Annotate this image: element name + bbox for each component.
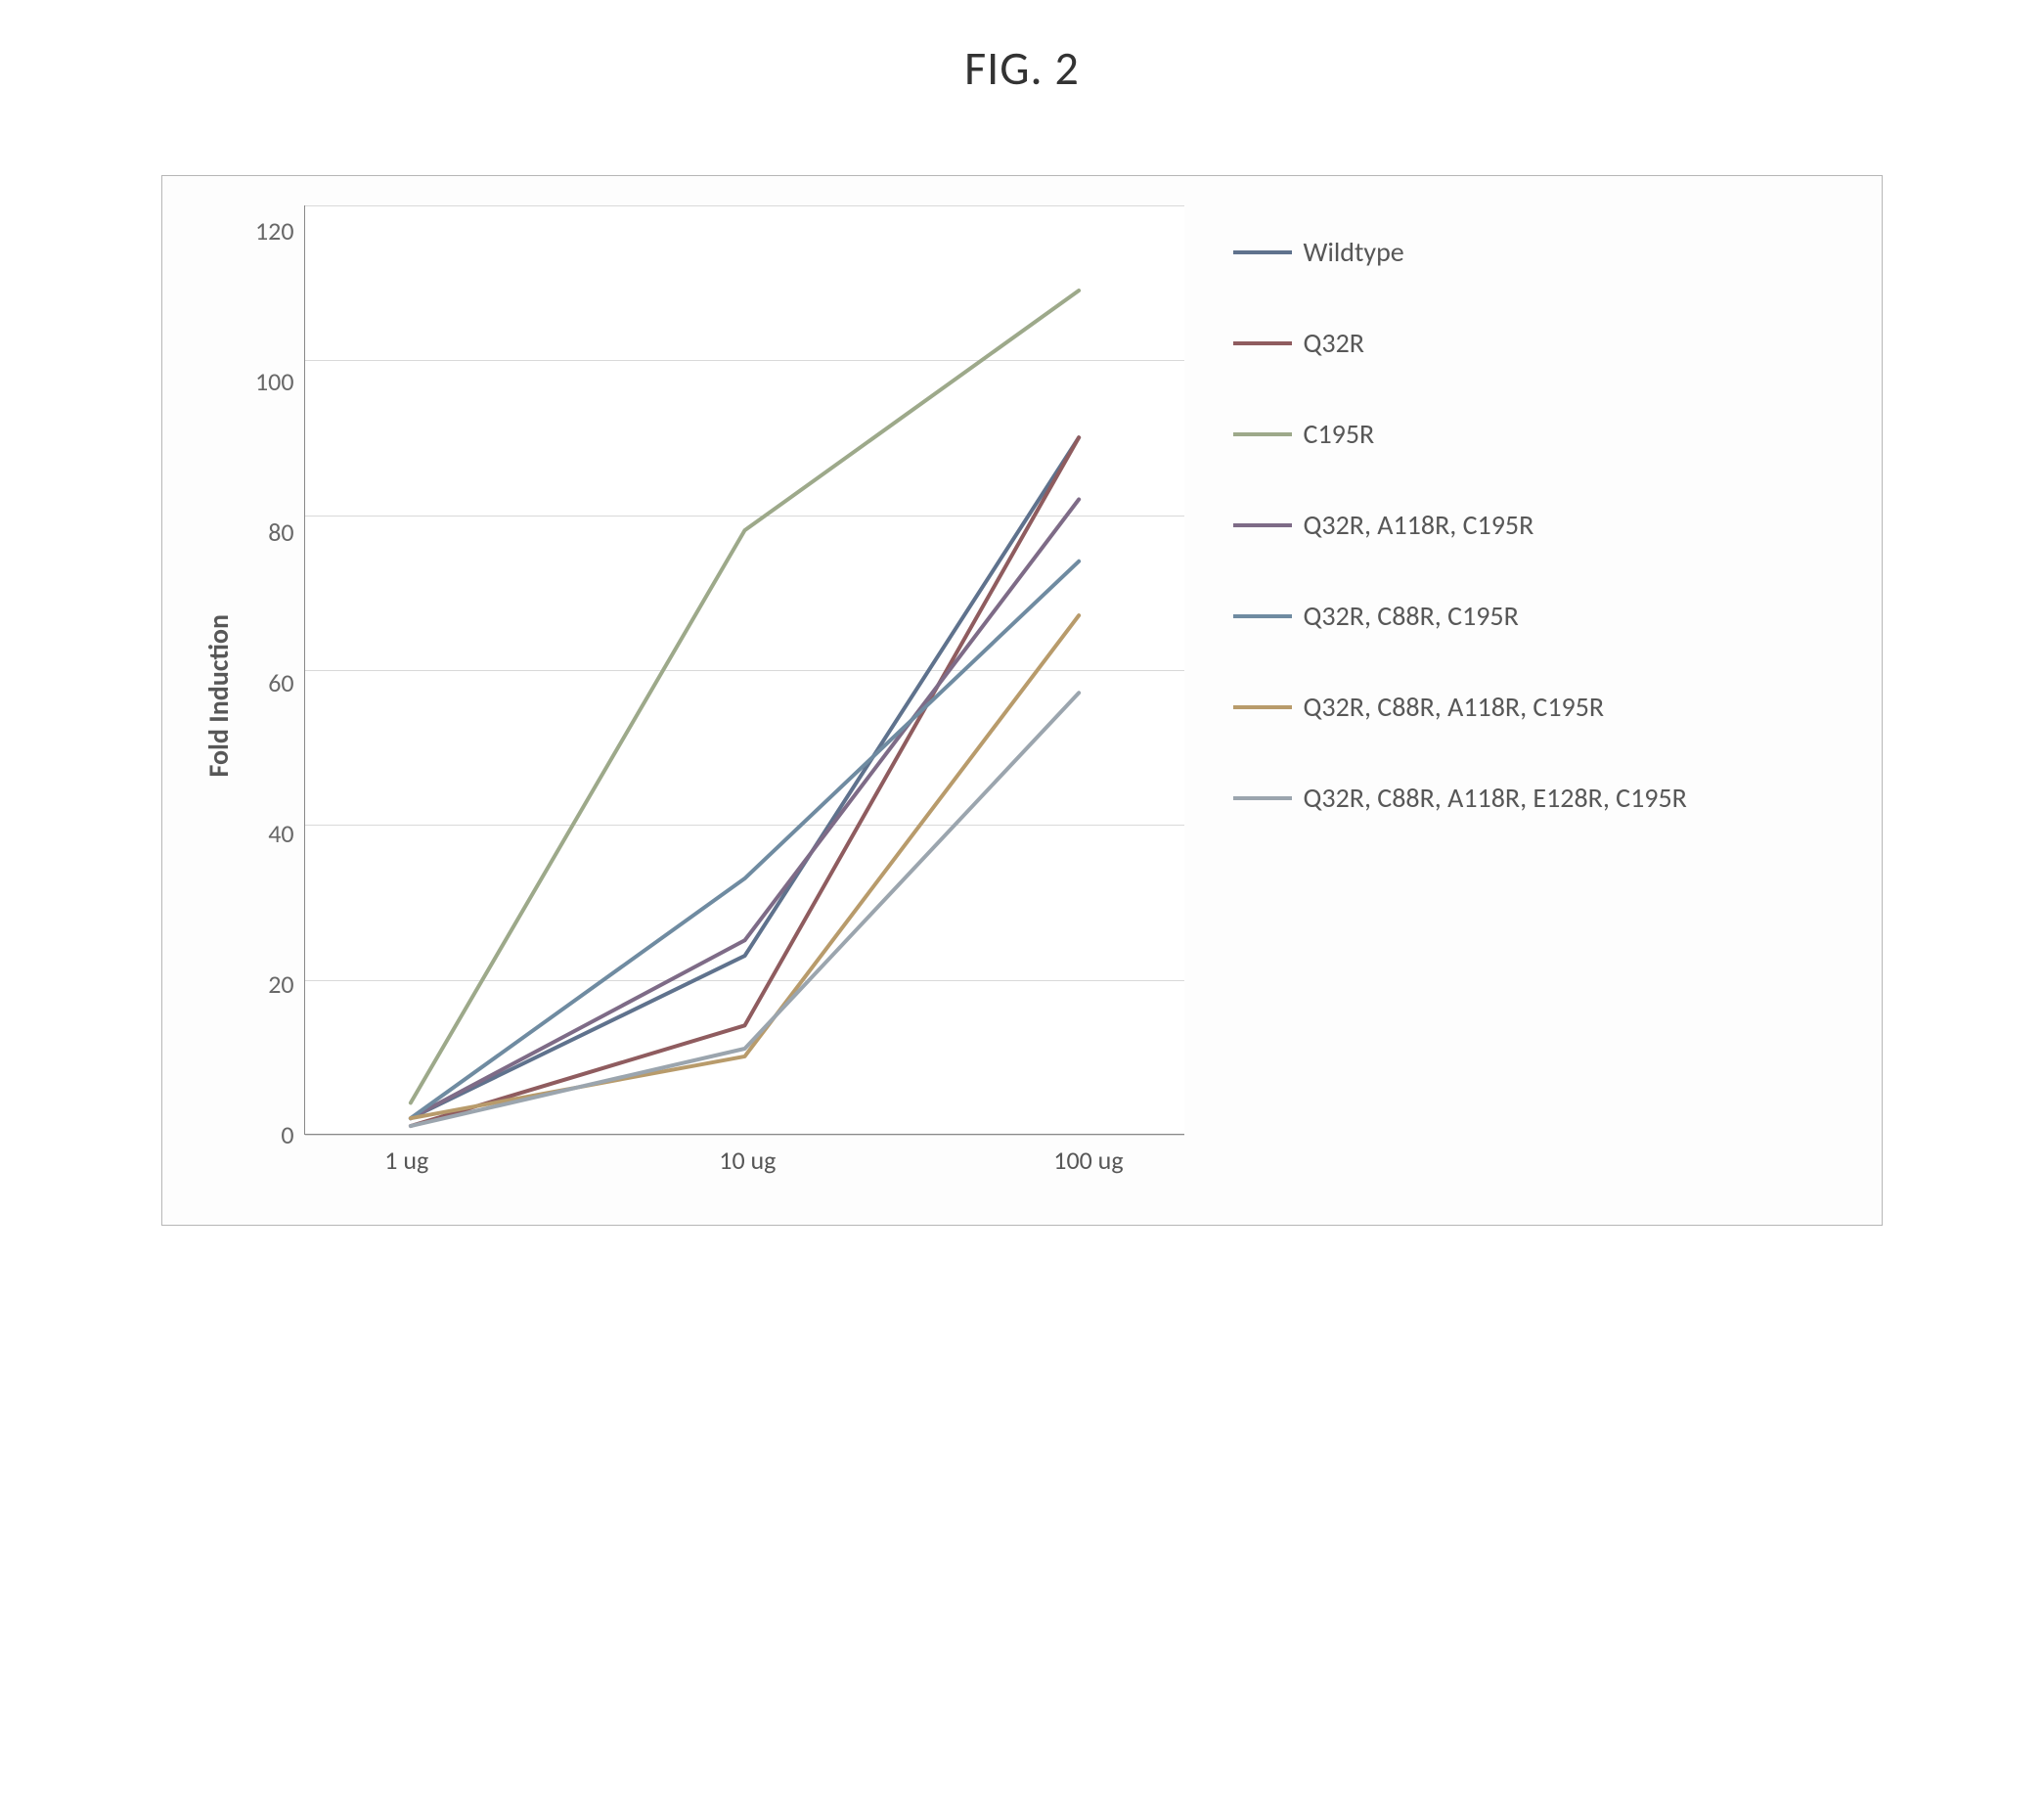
legend-label: Wildtype bbox=[1304, 235, 1404, 269]
series-line bbox=[410, 437, 1078, 1126]
x-tick-label: 1 ug bbox=[384, 1145, 385, 1176]
plot-area bbox=[304, 205, 1184, 1135]
x-tick-row: 1 ug 10 ug 100 ug bbox=[280, 1145, 1160, 1186]
legend-item: Q32R, C88R, A118R, E128R, C195R bbox=[1233, 781, 1687, 815]
legend-swatch bbox=[1233, 705, 1292, 709]
legend: Wildtype Q32R C195R Q32R, A118R, C195R Q32R,… bbox=[1233, 235, 1687, 815]
legend-swatch bbox=[1233, 432, 1292, 436]
chart-container: Fold Induction 120100806040200 1 ug10 ug… bbox=[161, 175, 1883, 1226]
series-line bbox=[410, 615, 1078, 1118]
legend-swatch bbox=[1233, 341, 1292, 345]
legend-label: Q32R, C88R, A118R, E128R, C195R bbox=[1304, 781, 1687, 815]
legend-swatch bbox=[1233, 250, 1292, 254]
legend-item: Q32R, C88R, C195R bbox=[1233, 599, 1687, 633]
legend-item: Q32R, A118R, C195R bbox=[1233, 508, 1687, 542]
legend-label: Q32R, C88R, C195R bbox=[1304, 599, 1519, 633]
chart-left: Fold Induction 120100806040200 1 ug10 ug… bbox=[201, 205, 1184, 1186]
legend-item: C195R bbox=[1233, 417, 1687, 451]
series-line bbox=[410, 291, 1078, 1102]
legend-label: Q32R, C88R, A118R, C195R bbox=[1304, 690, 1605, 724]
series-line bbox=[410, 693, 1078, 1126]
legend-item: Wildtype bbox=[1233, 235, 1687, 269]
series-line bbox=[410, 437, 1078, 1118]
legend-swatch bbox=[1233, 614, 1292, 618]
plot-stack: 120100806040200 1 ug10 ug100 ug bbox=[255, 205, 1184, 1186]
legend-swatch bbox=[1233, 796, 1292, 800]
y-tick-label: 40 bbox=[268, 821, 293, 846]
legend-item: Q32R, C88R, A118R, C195R bbox=[1233, 690, 1687, 724]
legend-swatch bbox=[1233, 523, 1292, 527]
x-tick-label: 100 ug bbox=[1053, 1145, 1054, 1176]
y-tick-column: 120100806040200 bbox=[255, 205, 304, 1135]
legend-label: Q32R, A118R, C195R bbox=[1304, 508, 1534, 542]
y-tick-label: 20 bbox=[268, 971, 293, 997]
lines-svg bbox=[305, 205, 1184, 1134]
legend-label: Q32R bbox=[1304, 326, 1364, 360]
series-line bbox=[410, 562, 1078, 1118]
x-tick-label: 10 ug bbox=[719, 1145, 720, 1176]
gridline bbox=[305, 1135, 1184, 1136]
legend-item: Q32R bbox=[1233, 326, 1687, 360]
legend-label: C195R bbox=[1304, 417, 1375, 451]
figure-title: FIG. 2 bbox=[964, 39, 1080, 97]
plot-row: 120100806040200 bbox=[255, 205, 1184, 1135]
y-tick-label: 80 bbox=[268, 519, 293, 545]
y-tick-label: 120 bbox=[255, 218, 294, 244]
y-tick-label: 100 bbox=[255, 369, 294, 394]
y-axis-label: Fold Induction bbox=[201, 614, 236, 778]
y-tick-label: 60 bbox=[268, 670, 293, 696]
